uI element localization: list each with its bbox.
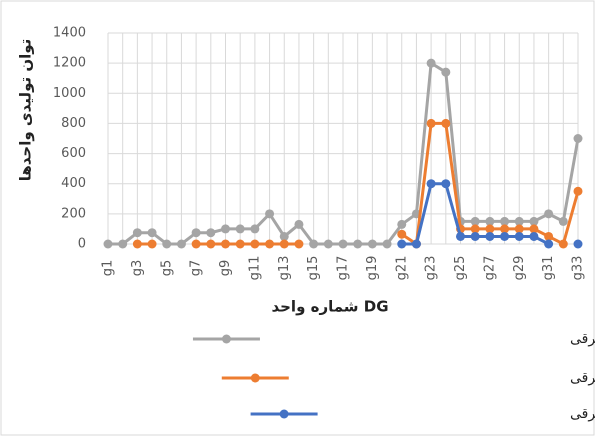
data-point <box>485 231 495 241</box>
data-point <box>529 216 539 226</box>
y-tick-label: 0 <box>78 237 86 252</box>
data-point <box>162 239 172 249</box>
data-point <box>397 219 407 229</box>
data-point <box>485 216 495 226</box>
legend-marker <box>221 334 231 344</box>
data-point <box>250 239 260 249</box>
data-point <box>500 224 510 234</box>
x-tick-label: g27 <box>482 256 497 281</box>
x-tick-label: g23 <box>424 256 439 281</box>
data-point <box>191 228 201 238</box>
x-tick-label: g11 <box>247 256 262 281</box>
data-point <box>132 239 142 249</box>
data-point <box>294 239 304 249</box>
data-point <box>456 231 465 241</box>
x-tick-label: g5 <box>159 260 174 277</box>
legend-label: وجود پاسخ گویی تقاضا، وجود خودرو برقی <box>570 405 595 422</box>
data-point <box>426 179 436 189</box>
x-tick-label: g1 <box>101 260 116 277</box>
data-point <box>132 228 142 238</box>
data-point <box>514 231 524 241</box>
data-point <box>441 179 451 189</box>
data-point <box>485 224 495 234</box>
y-tick-label: 1000 <box>53 86 86 101</box>
y-tick-label: 1200 <box>53 56 86 71</box>
legend-label: عدم وجود پاسخ گویی تقاضا، وجود خودرو برق… <box>570 369 595 386</box>
data-point <box>514 216 524 226</box>
data-point <box>544 239 554 249</box>
x-tick-label: g3 <box>130 260 145 277</box>
x-tick-label: g17 <box>336 256 351 281</box>
data-point <box>103 239 113 249</box>
legend-label: عدم وجود پاسخ گویی تقاضا، عدم وجود خودرو… <box>570 330 595 347</box>
data-point <box>382 239 392 249</box>
legend-marker <box>250 373 260 383</box>
data-point <box>441 67 451 77</box>
data-point <box>514 224 524 234</box>
data-point <box>411 239 421 249</box>
data-point <box>558 216 568 226</box>
data-point <box>544 209 554 219</box>
y-tick-label: 800 <box>61 116 86 131</box>
x-tick-label: g33 <box>571 256 586 281</box>
data-point <box>397 229 407 239</box>
data-point <box>206 228 216 238</box>
x-tick-label: g31 <box>541 256 556 281</box>
x-tick-label: g7 <box>189 260 204 277</box>
data-point <box>221 224 230 234</box>
data-point <box>191 239 201 249</box>
data-point <box>338 239 348 249</box>
data-point <box>441 118 451 128</box>
data-point <box>353 239 363 249</box>
x-tick-label: g15 <box>306 256 321 281</box>
data-point <box>470 224 480 234</box>
data-point <box>265 209 275 219</box>
data-point <box>544 231 554 241</box>
y-tick-label: 600 <box>61 146 86 161</box>
data-point <box>558 239 568 249</box>
data-point <box>529 231 539 241</box>
y-tick-label: 200 <box>61 206 86 221</box>
data-point <box>500 231 510 241</box>
data-point <box>309 239 319 249</box>
data-point <box>147 228 157 238</box>
data-point <box>294 219 304 229</box>
data-point <box>470 231 480 241</box>
data-point <box>235 239 245 249</box>
data-point <box>265 239 275 249</box>
data-point <box>573 239 583 249</box>
data-point <box>426 118 436 128</box>
data-point <box>118 239 128 249</box>
data-point <box>235 224 245 234</box>
data-point <box>279 239 289 249</box>
data-point <box>147 239 157 249</box>
data-point <box>221 239 230 249</box>
data-point <box>573 186 583 196</box>
data-point <box>176 239 186 249</box>
data-point <box>323 239 333 249</box>
legend-marker <box>279 409 289 419</box>
data-point <box>250 224 260 234</box>
data-point <box>426 58 436 68</box>
data-point <box>470 216 480 226</box>
x-axis-title: شماره واحد DG <box>271 298 388 316</box>
data-point <box>206 239 216 249</box>
x-tick-label: g19 <box>365 256 380 281</box>
data-point <box>529 224 539 234</box>
x-tick-label: g29 <box>512 256 527 281</box>
x-tick-label: g25 <box>453 256 468 281</box>
data-point <box>573 134 583 143</box>
x-tick-label: g9 <box>218 260 233 277</box>
y-tick-label: 400 <box>61 176 86 191</box>
data-point <box>397 239 407 249</box>
y-axis-title: توان تولیدی واحدها <box>17 39 35 182</box>
y-tick-label: 1400 <box>53 26 86 41</box>
x-tick-label: g21 <box>394 256 409 281</box>
data-point <box>367 239 377 249</box>
x-tick-label: g13 <box>277 256 292 281</box>
data-point <box>500 216 510 226</box>
data-point <box>279 231 289 241</box>
